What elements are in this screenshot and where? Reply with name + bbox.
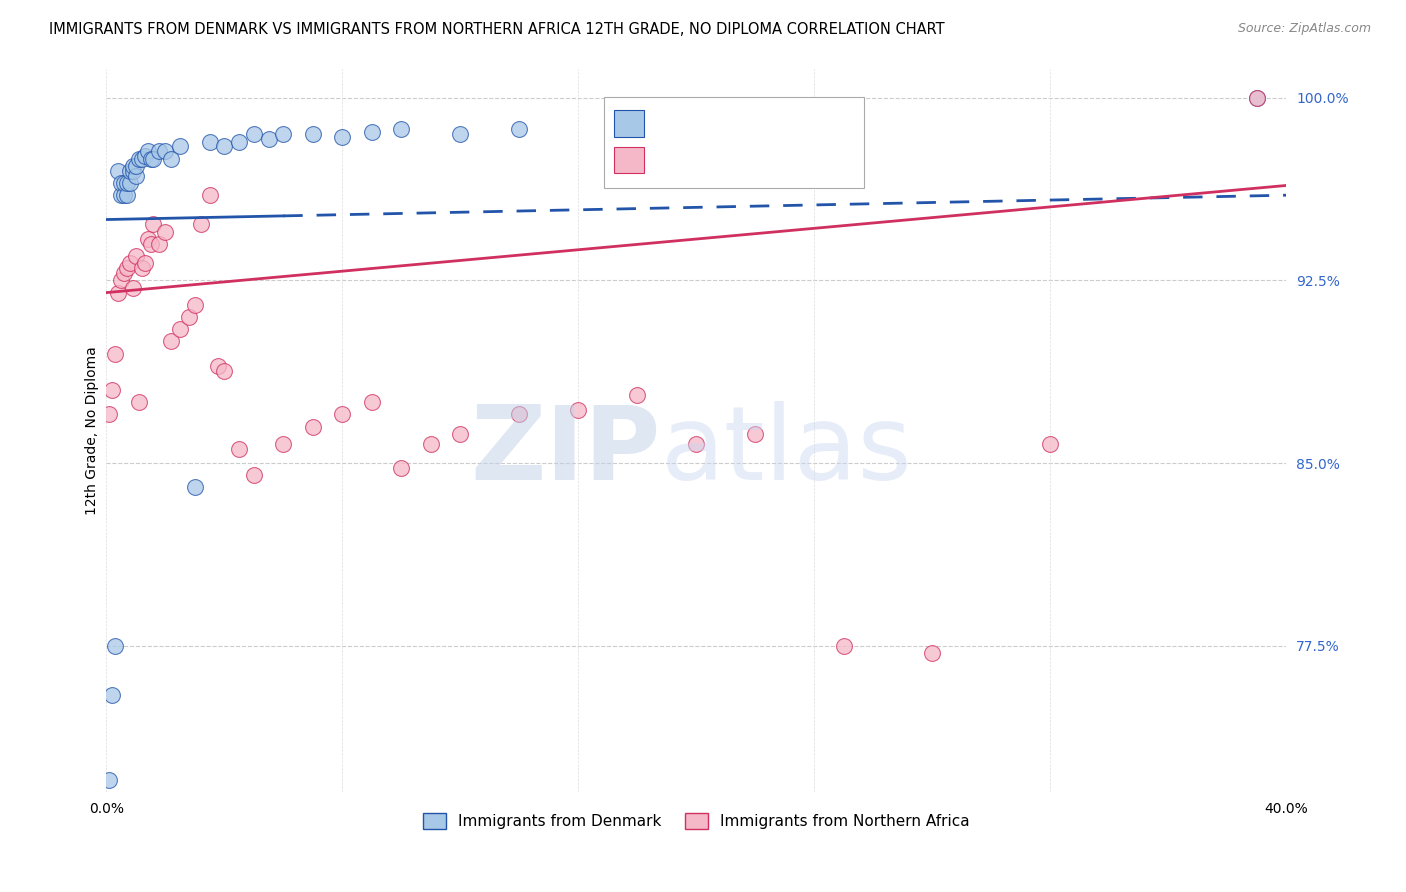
Point bbox=[112, 176, 135, 190]
Point bbox=[626, 388, 648, 402]
Point bbox=[921, 646, 943, 660]
Point bbox=[330, 129, 353, 144]
Point bbox=[198, 135, 221, 149]
Point bbox=[449, 128, 471, 142]
Point bbox=[139, 236, 162, 251]
Point bbox=[125, 249, 148, 263]
Point bbox=[98, 772, 121, 787]
Point bbox=[118, 164, 141, 178]
Point bbox=[142, 218, 165, 232]
Point bbox=[110, 188, 132, 202]
Text: Source: ZipAtlas.com: Source: ZipAtlas.com bbox=[1237, 22, 1371, 36]
Point bbox=[142, 152, 165, 166]
Point bbox=[148, 145, 170, 159]
Point bbox=[508, 408, 530, 422]
Point bbox=[134, 256, 156, 270]
Text: R = 0.038   N = 40: R = 0.038 N = 40 bbox=[658, 114, 858, 133]
Point bbox=[389, 122, 412, 136]
Point bbox=[112, 188, 135, 202]
Point bbox=[301, 128, 323, 142]
Point bbox=[567, 402, 589, 417]
Point bbox=[744, 426, 766, 441]
Point bbox=[128, 395, 150, 409]
Point bbox=[184, 481, 207, 495]
Point bbox=[190, 218, 212, 232]
Point bbox=[155, 225, 177, 239]
Point bbox=[685, 436, 707, 450]
Point bbox=[118, 176, 141, 190]
Point bbox=[169, 322, 191, 336]
Point bbox=[389, 461, 412, 475]
Point bbox=[360, 125, 382, 139]
Point bbox=[136, 232, 159, 246]
Text: ZIP: ZIP bbox=[471, 401, 661, 502]
Text: IMMIGRANTS FROM DENMARK VS IMMIGRANTS FROM NORTHERN AFRICA 12TH GRADE, NO DIPLOM: IMMIGRANTS FROM DENMARK VS IMMIGRANTS FR… bbox=[49, 22, 945, 37]
Point bbox=[107, 164, 129, 178]
Point bbox=[118, 256, 141, 270]
Point bbox=[214, 363, 236, 377]
FancyBboxPatch shape bbox=[605, 97, 863, 188]
Point bbox=[330, 408, 353, 422]
Point bbox=[125, 169, 148, 183]
Point bbox=[160, 152, 183, 166]
Point bbox=[360, 395, 382, 409]
Text: atlas: atlas bbox=[661, 401, 912, 502]
Point bbox=[271, 436, 294, 450]
Point bbox=[148, 236, 170, 251]
Point bbox=[242, 128, 264, 142]
Point bbox=[121, 281, 143, 295]
Point bbox=[419, 436, 441, 450]
Point bbox=[508, 122, 530, 136]
Point bbox=[169, 139, 191, 153]
Y-axis label: 12th Grade, No Diploma: 12th Grade, No Diploma bbox=[86, 346, 100, 515]
Point bbox=[155, 145, 177, 159]
Point bbox=[125, 159, 148, 173]
Point bbox=[115, 261, 138, 276]
Point bbox=[301, 419, 323, 434]
Point bbox=[449, 426, 471, 441]
Point bbox=[271, 128, 294, 142]
Point bbox=[101, 383, 124, 397]
Point bbox=[214, 139, 236, 153]
Point bbox=[832, 639, 855, 653]
FancyBboxPatch shape bbox=[614, 146, 644, 173]
Point bbox=[184, 298, 207, 312]
Point bbox=[98, 408, 121, 422]
Point bbox=[228, 442, 250, 456]
Point bbox=[242, 468, 264, 483]
Text: R = 0.207   N = 44: R = 0.207 N = 44 bbox=[658, 150, 859, 169]
Point bbox=[110, 176, 132, 190]
Point bbox=[104, 639, 127, 653]
Point bbox=[139, 152, 162, 166]
Point bbox=[160, 334, 183, 349]
Point bbox=[101, 688, 124, 702]
Point bbox=[128, 152, 150, 166]
Point bbox=[198, 188, 221, 202]
Point bbox=[207, 359, 229, 373]
Point bbox=[115, 188, 138, 202]
Point bbox=[121, 164, 143, 178]
Point bbox=[257, 132, 280, 146]
Point bbox=[136, 145, 159, 159]
Point bbox=[177, 310, 200, 324]
Point bbox=[1246, 91, 1268, 105]
Point bbox=[1039, 436, 1062, 450]
Point bbox=[131, 261, 153, 276]
Point bbox=[115, 176, 138, 190]
FancyBboxPatch shape bbox=[614, 111, 644, 136]
Point bbox=[134, 149, 156, 163]
Point bbox=[1246, 91, 1268, 105]
Point bbox=[107, 285, 129, 300]
Point bbox=[228, 135, 250, 149]
Point bbox=[121, 159, 143, 173]
Point bbox=[110, 273, 132, 287]
Point bbox=[104, 346, 127, 360]
Legend: Immigrants from Denmark, Immigrants from Northern Africa: Immigrants from Denmark, Immigrants from… bbox=[418, 806, 976, 835]
Point bbox=[131, 152, 153, 166]
Point bbox=[112, 266, 135, 280]
